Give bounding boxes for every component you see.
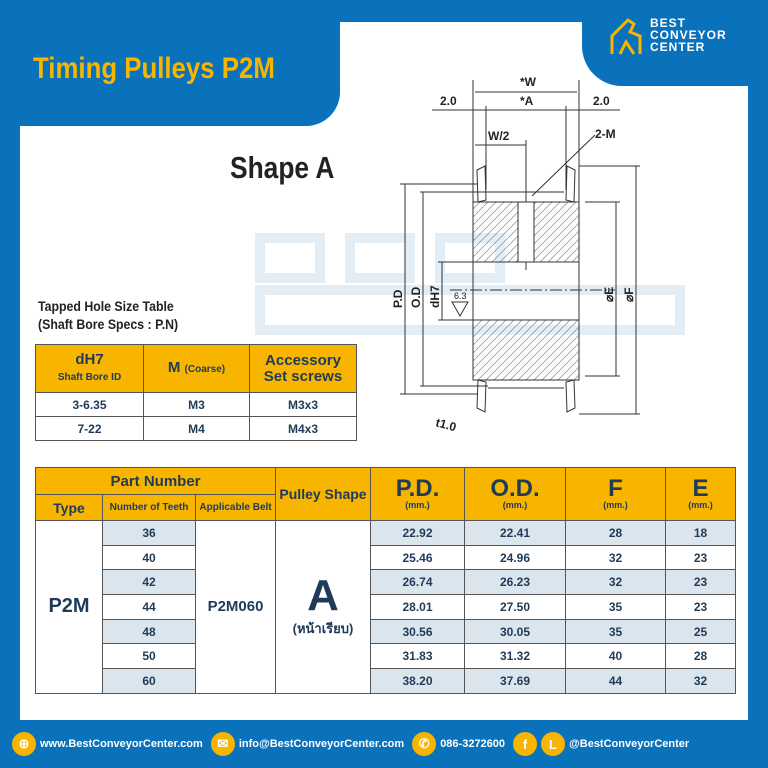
tapped-table-title: Tapped Hole Size Table (Shaft Bore Specs … [38, 297, 178, 333]
e-cell: 25 [665, 618, 736, 645]
table-row: 48 30.56 30.05 35 25 [36, 618, 736, 645]
table-row: 42 26.74 26.23 32 23 [36, 569, 736, 596]
f-cell: 28 [565, 520, 666, 546]
e-cell: 32 [665, 668, 736, 694]
pd-cell: 30.56 [370, 618, 465, 645]
phone-number[interactable]: 086-3272600 [440, 738, 506, 750]
f-cell: 35 [565, 618, 666, 645]
teeth-cell: 42 [102, 569, 196, 596]
dim-w2: W/2 [488, 129, 510, 143]
dim-od: O.D [409, 286, 423, 308]
od-cell: 26.23 [464, 569, 566, 596]
header-setscrews: Accessory Set screws [249, 344, 357, 393]
header-e: E (mm.) [665, 467, 736, 521]
website-link[interactable]: www.BestConveyorCenter.com [40, 738, 203, 750]
header-teeth: Number of Teeth [102, 494, 196, 521]
phone-icon: ✆ [412, 732, 437, 756]
dim-dh7: dH7 [428, 285, 442, 308]
social-handle[interactable]: @BestConveyorCenter [569, 738, 690, 750]
table-row: P2M 36 P2M060 A (หน้าเรียบ) 22.92 22.41 28 18 [35, 520, 736, 694]
pd-cell: 38.20 [370, 668, 465, 694]
dim-w: *W [520, 75, 537, 89]
shape-letter: A [307, 571, 339, 621]
teeth-cell: 48 [102, 618, 196, 645]
od-cell: 37.69 [464, 668, 566, 694]
table-row: 50 31.83 31.32 40 28 [36, 643, 736, 670]
pd-cell: 22.92 [370, 520, 465, 546]
f-cell: 44 [565, 668, 666, 694]
dim-t: t1.0 [434, 415, 458, 434]
tapped-hole-table: dH7 Shaft Bore ID M (Coarse) Accessory Set… [35, 344, 357, 441]
logo-text: BEST CONVEYOR CENTER [650, 16, 727, 54]
header-dh7: dH7 Shaft Bore ID [35, 344, 144, 393]
od-cell: 30.05 [464, 618, 566, 645]
roughness-value: 6.3 [454, 291, 467, 301]
tapped-title-line2: (Shaft Bore Specs : P.N) [38, 316, 179, 332]
dim-right: 2.0 [593, 94, 610, 108]
teeth-cell: 44 [102, 594, 196, 620]
f-cell: 32 [565, 544, 666, 571]
dim-e: ⌀E [602, 287, 616, 302]
facebook-icon[interactable]: f [513, 732, 538, 756]
type-cell: P2M [35, 520, 103, 694]
table-row: 44 28.01 27.50 35 23 [36, 594, 736, 620]
od-cell: 22.41 [464, 520, 566, 546]
pd-cell: 28.01 [370, 594, 465, 620]
tapped-title-line1: Tapped Hole Size Table [38, 298, 174, 314]
teeth-cell: 36 [102, 520, 196, 546]
header-pd: P.D. (mm.) [370, 467, 465, 521]
line-icon[interactable]: L [541, 732, 566, 756]
pd-cell: 26.74 [370, 569, 465, 596]
od-cell: 24.96 [464, 544, 566, 571]
part-number-table: Part Number Pulley Shape P.D. (mm.) O.D.(… [35, 467, 736, 694]
od-cell: 31.32 [464, 643, 566, 670]
shape-title: Shape A [230, 150, 335, 185]
email-link[interactable]: info@BestConveyorCenter.com [238, 738, 405, 750]
e-cell: 28 [665, 643, 736, 670]
dim-pd: P.D [391, 289, 405, 308]
table-row: 7-22 M4 M4x3 [35, 416, 357, 441]
header-part-number: Part Number [35, 467, 276, 495]
table-row: 3-6.35 M3 M3x3 [35, 392, 357, 417]
dim-f: ⌀F [622, 287, 636, 302]
page-title: Timing Pulleys P2M [33, 52, 275, 85]
f-cell: 32 [565, 569, 666, 596]
teeth-cell: 50 [102, 643, 196, 670]
f-cell: 35 [565, 594, 666, 620]
shape-cell: A (หน้าเรียบ) [275, 520, 371, 694]
e-cell: 18 [665, 520, 736, 546]
od-cell: 27.50 [464, 594, 566, 620]
pd-cell: 31.83 [370, 643, 465, 670]
teeth-cell: 60 [102, 668, 196, 694]
title-banner [0, 0, 340, 126]
e-cell: 23 [665, 569, 736, 596]
table-row: 60 38.20 37.69 44 32 [36, 668, 736, 694]
pd-cell: 25.46 [370, 544, 465, 571]
header-m: M (Coarse) [143, 344, 250, 393]
dim-m: 2-M [595, 127, 616, 141]
dim-left: 2.0 [440, 94, 457, 108]
header-od: O.D. (mm.) [464, 467, 566, 521]
e-cell: 23 [665, 594, 736, 620]
header-type: Type [35, 494, 103, 521]
logo-icon [610, 18, 642, 55]
mail-icon: ✉ [210, 732, 235, 756]
header-f: F (mm.) [565, 467, 666, 521]
globe-icon: ⊕ [12, 732, 36, 756]
table-row: 40 25.46 24.96 32 23 [36, 544, 736, 571]
shape-subtitle: (หน้าเรียบ) [292, 621, 354, 637]
header-belt: Applicable Belt [195, 494, 276, 521]
f-cell: 40 [565, 643, 666, 670]
dim-a: *A [520, 94, 534, 108]
belt-cell: P2M060 [195, 520, 276, 694]
header-pulley-shape: Pulley Shape [275, 467, 371, 521]
e-cell: 23 [665, 544, 736, 571]
pulley-drawing: *W *A 2.0 2.0 W/2 2-M 6.3 P.D O.D dH7 ⌀E… [391, 75, 640, 434]
teeth-cell: 40 [102, 544, 196, 571]
footer: ⊕ www.BestConveyorCenter.com ✉ info@BestCo… [0, 720, 768, 768]
